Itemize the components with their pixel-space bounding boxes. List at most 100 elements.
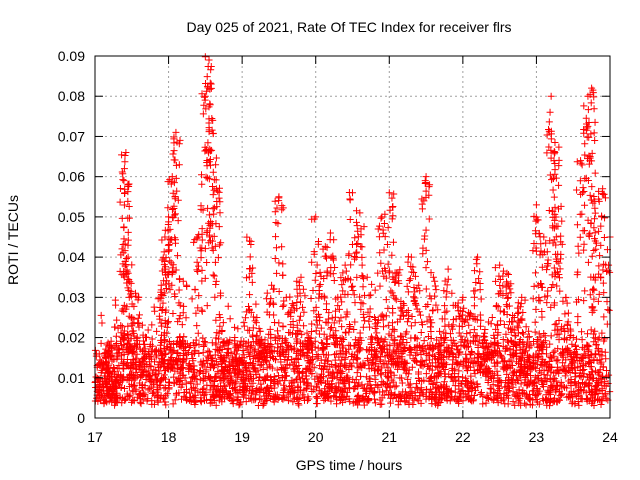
data-point — [377, 259, 385, 267]
data-point — [169, 205, 177, 213]
data-point — [538, 283, 546, 291]
data-point — [353, 369, 361, 377]
data-point — [428, 400, 436, 408]
data-point — [376, 249, 384, 257]
data-point-key — [124, 253, 132, 261]
data-point — [457, 332, 465, 340]
data-point — [168, 353, 176, 361]
data-point — [211, 258, 219, 266]
data-point — [425, 215, 433, 223]
data-point — [128, 300, 136, 308]
data-point — [585, 152, 593, 160]
data-point — [354, 391, 362, 399]
data-point — [202, 388, 210, 396]
data-point — [574, 313, 582, 321]
data-point — [383, 372, 391, 380]
data-point — [576, 385, 584, 393]
data-point — [422, 285, 430, 293]
data-point — [304, 346, 312, 354]
data-point — [169, 340, 177, 348]
data-point — [587, 196, 595, 204]
data-point — [124, 269, 132, 277]
data-point — [154, 386, 162, 394]
data-point — [361, 291, 369, 299]
data-point — [352, 249, 360, 257]
data-point — [140, 353, 148, 361]
data-point — [300, 308, 308, 316]
data-point — [153, 385, 161, 393]
data-point — [508, 318, 516, 326]
data-point — [302, 375, 310, 383]
data-point — [275, 372, 283, 380]
data-point — [517, 368, 525, 376]
data-point — [161, 366, 169, 374]
data-point — [517, 300, 525, 308]
data-point-key — [161, 233, 169, 241]
data-point — [388, 352, 396, 360]
data-point — [593, 396, 601, 404]
data-point — [165, 241, 173, 249]
data-point — [435, 341, 443, 349]
data-point — [443, 281, 451, 289]
data-point — [120, 223, 128, 231]
data-point — [556, 265, 564, 273]
data-point — [353, 359, 361, 367]
data-point — [342, 361, 350, 369]
data-point — [275, 319, 283, 327]
data-point — [200, 384, 208, 392]
data-point — [346, 384, 354, 392]
data-point-key — [209, 116, 217, 124]
data-point — [209, 205, 217, 213]
data-point — [130, 348, 138, 356]
data-point — [247, 240, 255, 248]
data-point — [474, 343, 482, 351]
data-point — [103, 350, 111, 358]
data-point — [547, 332, 555, 340]
data-point — [394, 365, 402, 373]
data-point — [158, 236, 166, 244]
data-point — [449, 336, 457, 344]
data-point — [310, 307, 318, 315]
data-point — [213, 203, 221, 211]
data-point — [182, 379, 190, 387]
data-point — [490, 388, 498, 396]
data-point — [367, 291, 375, 299]
data-point — [581, 140, 589, 148]
data-point — [353, 273, 361, 281]
data-point — [124, 330, 132, 338]
data-point — [221, 382, 229, 390]
data-point — [263, 364, 271, 372]
data-point — [351, 318, 359, 326]
data-point — [474, 383, 482, 391]
data-point — [254, 401, 262, 409]
data-point — [208, 244, 216, 252]
data-point — [339, 287, 347, 295]
data-point — [601, 377, 609, 385]
data-point — [164, 271, 172, 279]
x-axis-label: GPS time / hours — [296, 457, 403, 473]
data-point — [335, 317, 343, 325]
data-point — [272, 218, 280, 226]
data-point — [121, 262, 129, 270]
data-point — [138, 347, 146, 355]
data-point — [217, 289, 225, 297]
data-point — [591, 351, 599, 359]
data-point — [555, 369, 563, 377]
data-point — [443, 288, 451, 296]
data-point — [209, 386, 217, 394]
data-point — [303, 349, 311, 357]
data-point — [287, 342, 295, 350]
data-point — [500, 308, 508, 316]
data-point — [537, 247, 545, 255]
data-point — [160, 248, 168, 256]
data-point — [354, 233, 362, 241]
data-point — [272, 244, 280, 252]
data-point — [139, 337, 147, 345]
data-point — [404, 311, 412, 319]
data-point — [377, 214, 385, 222]
data-point — [153, 327, 161, 335]
data-point — [194, 304, 202, 312]
data-point — [179, 344, 187, 352]
data-point — [590, 247, 598, 255]
data-point — [108, 390, 116, 398]
